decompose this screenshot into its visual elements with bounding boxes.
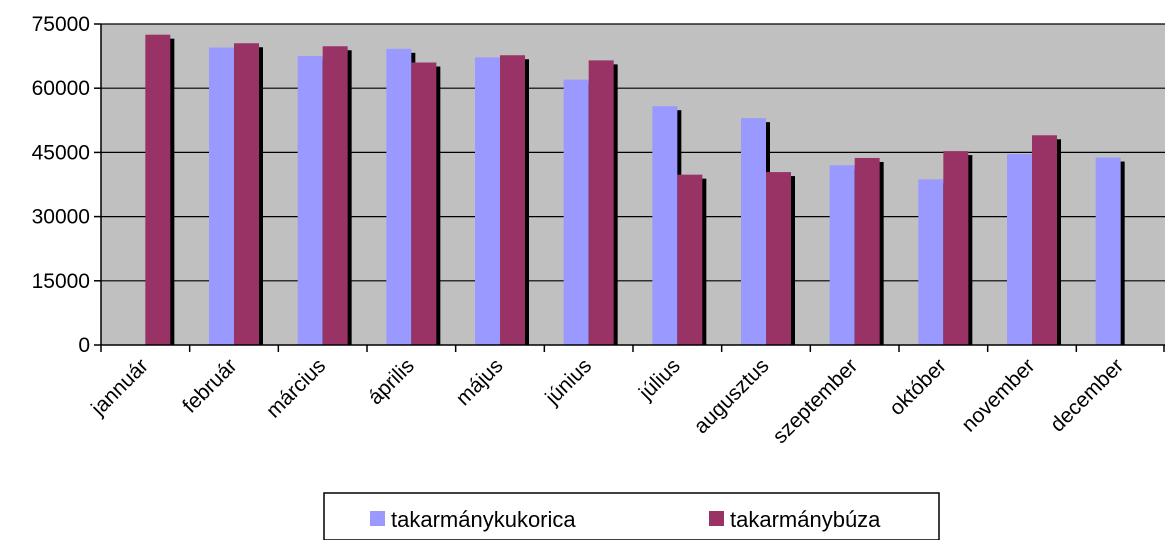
legend-label-takarmanybuza: takarmánybúza xyxy=(730,507,881,532)
x-tick-label: október xyxy=(885,354,951,420)
bar-takarmanykukorica xyxy=(475,57,500,345)
bar-takarmanykukorica xyxy=(741,118,766,345)
plot-area xyxy=(101,24,1165,345)
legend-label-takarmanykukorica: takarmánykukorica xyxy=(391,507,576,532)
x-tick-label: szeptember xyxy=(768,354,862,448)
y-tick-label: 60000 xyxy=(32,77,90,100)
bar-takarmanybuza xyxy=(677,174,703,345)
legend-swatch-takarmanybuza xyxy=(709,511,724,526)
bar-takarmanybuza xyxy=(145,34,171,345)
bar-takarmanykukorica xyxy=(652,106,678,346)
x-tick-label: jannuár xyxy=(86,354,153,421)
y-tick-label: 75000 xyxy=(32,13,90,36)
y-tick-label: 45000 xyxy=(32,141,90,164)
bar-takarmanykukorica xyxy=(829,165,855,345)
y-tick-label: 30000 xyxy=(32,206,90,229)
x-tick-label: február xyxy=(178,354,241,417)
bar-takarmanykukorica xyxy=(386,48,412,345)
x-tick-labels: jannuár február március április május június j… xyxy=(86,354,1128,448)
bar-takarmanykukorica xyxy=(209,47,234,345)
bar-takarmanykukorica xyxy=(1095,157,1121,345)
gridlines xyxy=(101,23,1165,282)
bar-takarmanybuza xyxy=(322,46,348,345)
y-tick-label: 0 xyxy=(78,334,90,357)
bar-takarmanybuza xyxy=(766,172,791,345)
legend-box xyxy=(323,492,940,541)
legend-swatch-takarmanykukorica xyxy=(370,511,385,526)
bar-takarmanybuza xyxy=(411,62,437,346)
bar-takarmanybuza xyxy=(234,43,259,345)
x-tick-label: december xyxy=(1046,354,1128,436)
bar-takarmanykukorica xyxy=(297,56,323,345)
bar-takarmanykukorica xyxy=(1007,154,1032,345)
bar-takarmanybuza xyxy=(943,151,969,345)
axes xyxy=(94,23,1165,352)
x-tick-label: november xyxy=(957,354,1039,436)
x-tick-label: március xyxy=(262,354,330,422)
bar-takarmanybuza xyxy=(500,55,525,346)
x-tick-label: május xyxy=(452,354,508,410)
bars xyxy=(145,34,1125,346)
bar-takarmanybuza xyxy=(588,60,614,345)
x-tick-label: július xyxy=(634,354,685,405)
legend: takarmánykukorica takarmánybúza xyxy=(323,492,940,541)
x-tick-label: június xyxy=(540,354,596,410)
bar-takarmanykukorica xyxy=(918,179,944,345)
x-tick-label: április xyxy=(364,354,419,409)
y-tick-label: 15000 xyxy=(32,270,90,293)
bar-takarmanybuza xyxy=(1032,135,1057,345)
bar-takarmanykukorica xyxy=(563,79,589,345)
x-tick-label: augusztus xyxy=(690,354,774,438)
y-tick-labels: 0 15000 30000 45000 60000 75000 xyxy=(32,13,90,357)
bar-takarmanybuza xyxy=(854,157,880,345)
